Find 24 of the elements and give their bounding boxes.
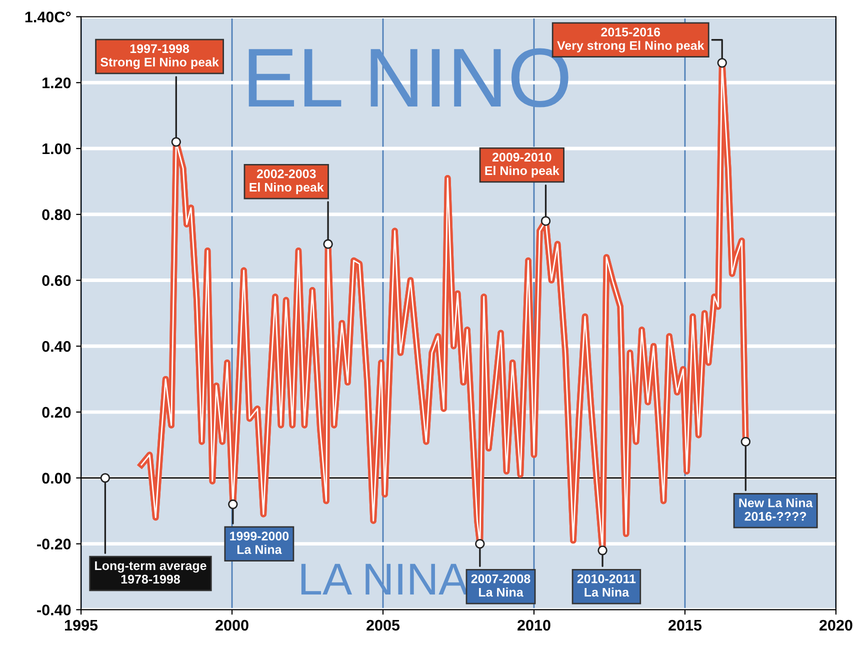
x-tick-label: 2010 — [518, 620, 550, 631]
y-tick-label: 0.40 — [42, 341, 71, 352]
x-tick-label: 2020 — [819, 620, 852, 631]
y-tick-label: 0.80 — [42, 209, 71, 220]
y-tick-label: 0.00 — [42, 472, 71, 484]
x-tick-label: 2000 — [216, 620, 248, 631]
annotation: 1997-1998 Strong El Nino peak — [100, 44, 219, 70]
annotation: 1999-2000 La Nina — [230, 532, 289, 554]
y-tick-label: -0.20 — [37, 538, 71, 550]
annotation: 2007-2008 La Nina — [471, 574, 530, 597]
annotation: Long-term average 1978-1998 — [95, 561, 206, 584]
y-tick-label: 0.20 — [42, 406, 71, 418]
y-tick-label: 1.00 — [42, 143, 71, 154]
y-tick-label: 1.40C° — [25, 12, 71, 22]
y-tick-label: 0.60 — [42, 275, 71, 286]
x-tick-label: 2015 — [668, 620, 702, 631]
annotation: 2010-2011 La Nina — [577, 574, 636, 597]
y-tick-label: 1.20 — [42, 78, 71, 88]
annotation: New La Nina 2016-???? — [739, 498, 813, 521]
x-tick-label: 1995 — [65, 620, 98, 631]
annotation: 2009-2010 El Nino peak — [485, 152, 560, 178]
y-tick-label: -0.40 — [37, 604, 71, 616]
x-tick-label: 2005 — [366, 620, 400, 631]
annotation: 2002-2003 El Nino peak — [250, 169, 324, 194]
